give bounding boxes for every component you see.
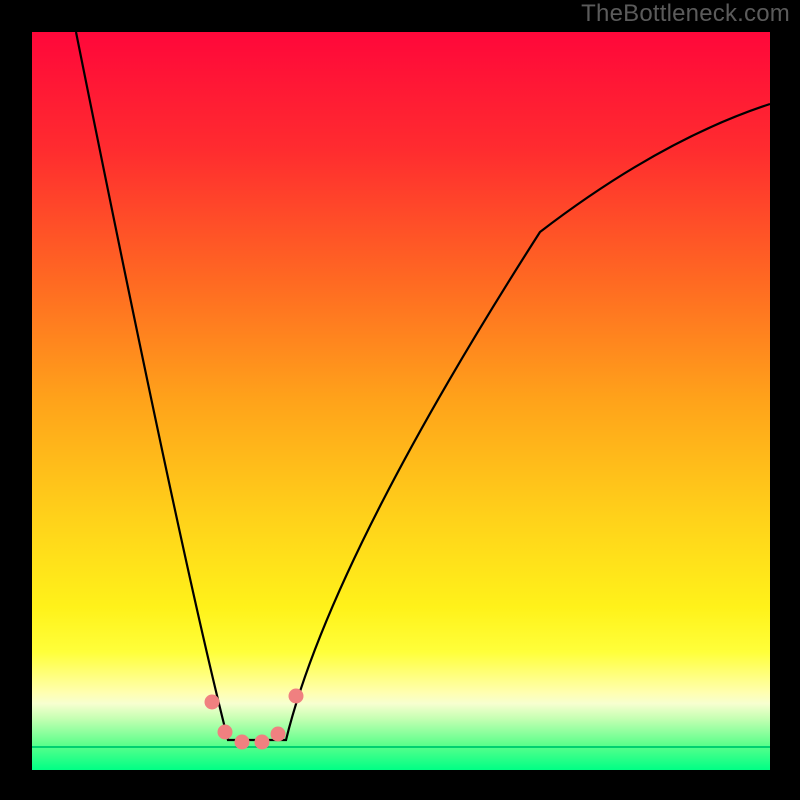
bottleneck-chart bbox=[0, 0, 800, 800]
plot-background bbox=[32, 32, 770, 770]
valley-marker bbox=[289, 689, 304, 704]
valley-marker bbox=[235, 735, 250, 750]
valley-marker bbox=[205, 695, 220, 710]
valley-marker bbox=[255, 735, 270, 750]
valley-marker bbox=[218, 725, 233, 740]
chart-stage: TheBottleneck.com bbox=[0, 0, 800, 800]
valley-marker bbox=[271, 727, 286, 742]
